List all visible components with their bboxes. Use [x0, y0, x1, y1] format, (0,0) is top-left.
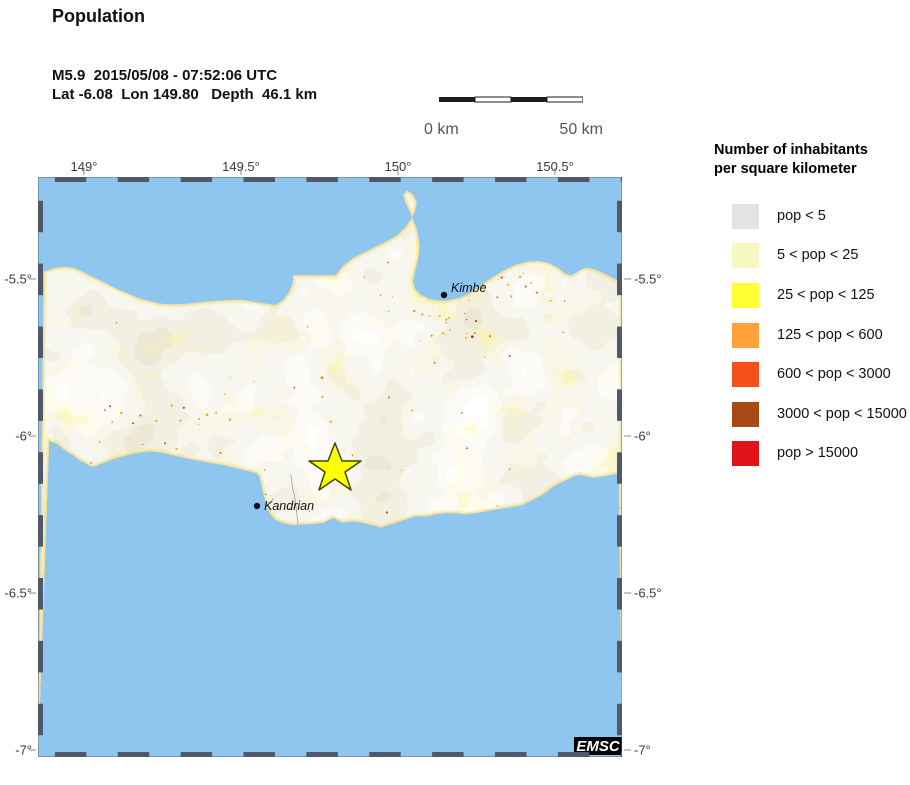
svg-text:EMSC: EMSC: [576, 738, 621, 755]
svg-text:Kandrian: Kandrian: [264, 499, 314, 513]
svg-text:Kimbe: Kimbe: [451, 281, 486, 295]
